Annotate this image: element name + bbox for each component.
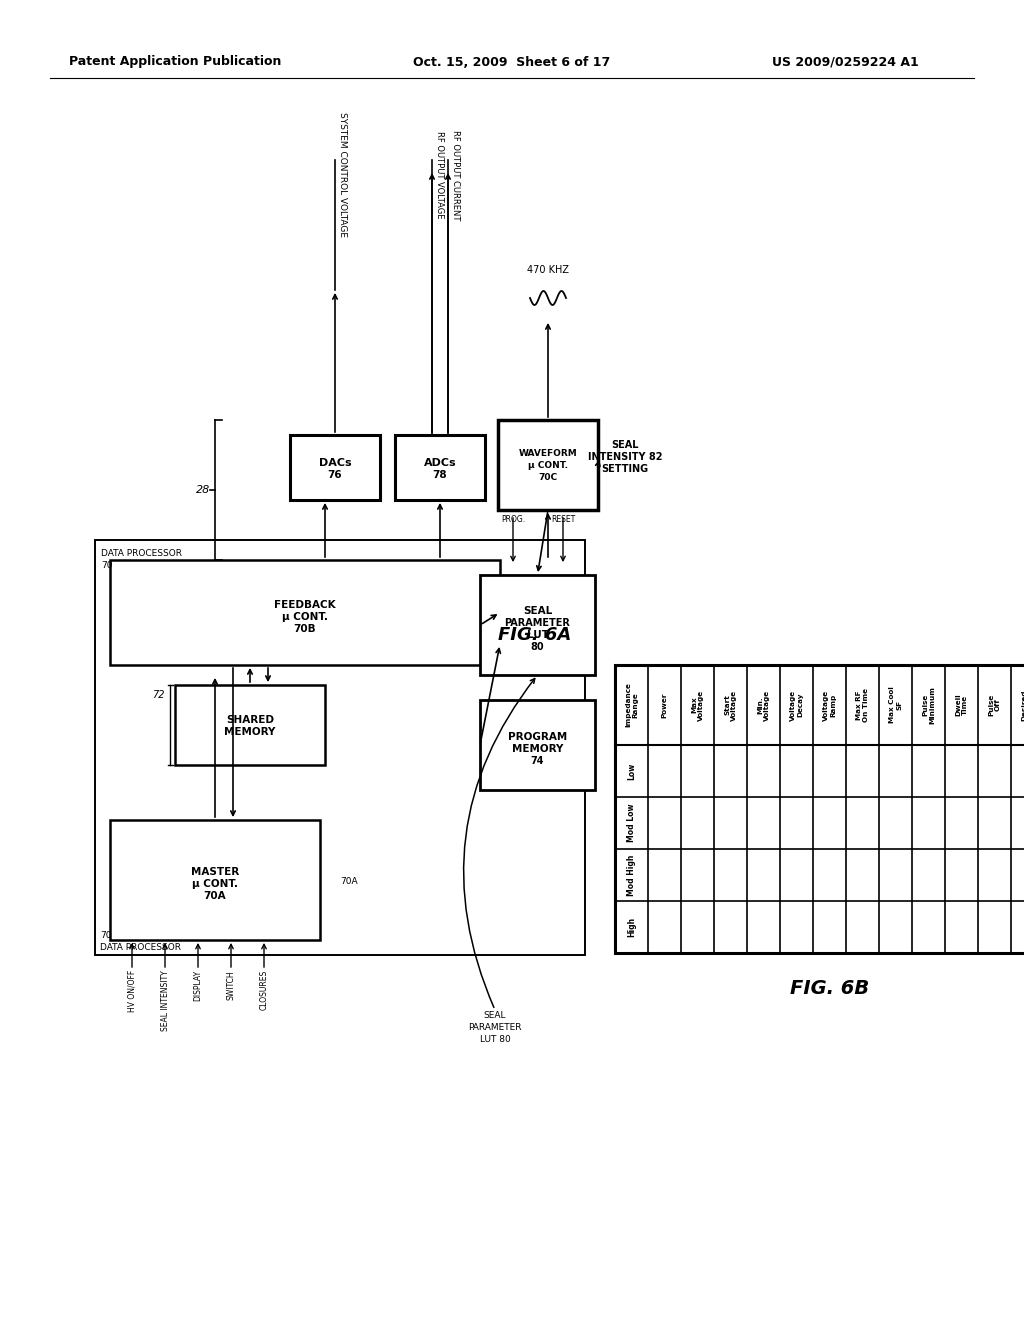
Text: SEAL: SEAL <box>611 440 639 450</box>
Text: 70A: 70A <box>204 891 226 902</box>
Text: INTENSITY 82: INTENSITY 82 <box>588 451 663 462</box>
Text: MEMORY: MEMORY <box>224 727 275 737</box>
Text: DATA PROCESSOR: DATA PROCESSOR <box>100 942 181 952</box>
Text: Desired
Pulse: Desired Pulse <box>1021 689 1024 721</box>
Text: 78: 78 <box>433 470 447 480</box>
Text: Max Cool
SF: Max Cool SF <box>889 686 902 723</box>
Text: Dwell
Time: Dwell Time <box>955 694 968 717</box>
Bar <box>498 420 598 510</box>
Text: SHARED: SHARED <box>226 715 274 725</box>
Text: Pulse
Off: Pulse Off <box>988 694 1001 717</box>
Text: μ CONT.: μ CONT. <box>193 879 238 888</box>
Text: μ CONT.: μ CONT. <box>282 611 328 622</box>
Text: High: High <box>627 917 636 937</box>
Bar <box>480 700 595 789</box>
Text: RF OUTPUT CURRENT: RF OUTPUT CURRENT <box>451 129 460 220</box>
Text: DATA PROCESSOR: DATA PROCESSOR <box>101 549 182 558</box>
Text: Max
Voltage: Max Voltage <box>691 689 705 721</box>
Text: Start
Voltage: Start Voltage <box>724 689 737 721</box>
Text: Patent Application Publication: Patent Application Publication <box>69 55 282 69</box>
Text: FIG. 6A: FIG. 6A <box>499 626 571 644</box>
Text: 76: 76 <box>328 470 342 480</box>
Bar <box>290 436 380 500</box>
Text: 72: 72 <box>153 690 165 700</box>
Text: 70A: 70A <box>340 878 357 887</box>
Text: SEAL: SEAL <box>523 606 552 616</box>
Bar <box>110 820 319 940</box>
Text: 70: 70 <box>101 561 113 570</box>
Text: Mod High: Mod High <box>627 854 636 896</box>
Text: 70B: 70B <box>294 623 316 634</box>
Text: PROG.: PROG. <box>501 516 525 524</box>
Text: 80: 80 <box>530 642 545 652</box>
Text: SWITCH: SWITCH <box>226 970 236 999</box>
Bar <box>95 540 585 954</box>
Bar <box>480 576 595 675</box>
Text: Pulse
Minimum: Pulse Minimum <box>922 686 935 723</box>
Text: WAVEFORM: WAVEFORM <box>518 449 578 458</box>
Text: Power: Power <box>662 692 668 718</box>
Text: Impedance
Range: Impedance Range <box>625 682 638 727</box>
Bar <box>175 685 325 766</box>
Text: Mod Low: Mod Low <box>627 804 636 842</box>
Bar <box>395 436 485 500</box>
Text: SEAL INTENSITY: SEAL INTENSITY <box>161 970 170 1031</box>
Text: RF OUTPUT VOLTAGE: RF OUTPUT VOLTAGE <box>435 131 444 219</box>
Text: US 2009/0259224 A1: US 2009/0259224 A1 <box>772 55 919 69</box>
Bar <box>615 665 1024 953</box>
Text: FEEDBACK: FEEDBACK <box>274 599 336 610</box>
Text: SYSTEM CONTROL VOLTAGE: SYSTEM CONTROL VOLTAGE <box>338 112 347 238</box>
Text: Oct. 15, 2009  Sheet 6 of 17: Oct. 15, 2009 Sheet 6 of 17 <box>414 55 610 69</box>
Text: MEMORY: MEMORY <box>512 744 563 754</box>
Text: MASTER: MASTER <box>190 867 240 876</box>
Text: Voltage
Decay: Voltage Decay <box>790 689 803 721</box>
Text: PARAMETER: PARAMETER <box>468 1023 522 1031</box>
Text: RESET: RESET <box>551 516 575 524</box>
Text: Low: Low <box>627 763 636 780</box>
Text: DACs: DACs <box>318 458 351 467</box>
Text: Max RF
On Time: Max RF On Time <box>856 688 869 722</box>
Text: HV ON/OFF: HV ON/OFF <box>128 970 136 1012</box>
Text: PARAMETER: PARAMETER <box>505 618 570 628</box>
Text: PROGRAM: PROGRAM <box>508 733 567 742</box>
Text: 70C: 70C <box>539 473 557 482</box>
Text: SETTING: SETTING <box>601 465 648 474</box>
Text: CLOSURES: CLOSURES <box>259 970 268 1010</box>
Text: 28: 28 <box>196 484 210 495</box>
Text: 470 KHZ: 470 KHZ <box>527 265 569 275</box>
Text: Voltage
Ramp: Voltage Ramp <box>823 689 836 721</box>
Text: Min.
Voltage: Min. Voltage <box>757 689 770 721</box>
Text: LUT 80: LUT 80 <box>479 1035 510 1044</box>
Text: LUT: LUT <box>526 630 549 640</box>
Text: 74: 74 <box>530 756 544 766</box>
Text: DISPLAY: DISPLAY <box>194 970 203 1001</box>
Bar <box>110 560 500 665</box>
Text: 70: 70 <box>100 931 112 940</box>
Text: μ CONT.: μ CONT. <box>528 461 568 470</box>
Text: FIG. 6B: FIG. 6B <box>790 978 869 998</box>
Text: ADCs: ADCs <box>424 458 457 467</box>
Text: SEAL: SEAL <box>483 1011 506 1019</box>
